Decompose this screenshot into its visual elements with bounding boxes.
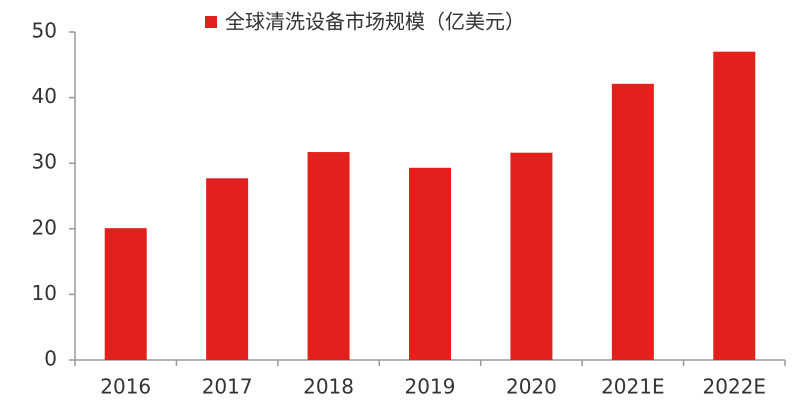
y-tick-label: 40 bbox=[32, 84, 57, 108]
bar bbox=[611, 83, 654, 360]
x-tick-label: 2018 bbox=[303, 375, 354, 399]
y-tick-label: 50 bbox=[32, 19, 57, 43]
bar bbox=[713, 51, 756, 361]
bar bbox=[510, 152, 553, 360]
x-tick-label: 2020 bbox=[506, 375, 557, 399]
legend-label: 全球清洗设备市场规模（亿美元） bbox=[225, 10, 525, 34]
y-tick-label: 20 bbox=[32, 215, 57, 239]
y-tick-label: 30 bbox=[32, 150, 57, 174]
x-tick-label: 2017 bbox=[202, 375, 253, 399]
y-tick-label: 10 bbox=[32, 281, 57, 305]
x-tick-label: 2016 bbox=[100, 375, 151, 399]
x-tick-label: 2021E bbox=[601, 375, 665, 399]
x-tick-label: 2022E bbox=[703, 375, 767, 399]
bar bbox=[409, 167, 451, 360]
bar bbox=[307, 152, 350, 360]
legend-swatch bbox=[205, 16, 217, 28]
x-tick-label: 2019 bbox=[405, 375, 456, 399]
y-tick-label: 0 bbox=[44, 347, 57, 371]
bar bbox=[104, 228, 147, 360]
bar bbox=[206, 178, 249, 360]
